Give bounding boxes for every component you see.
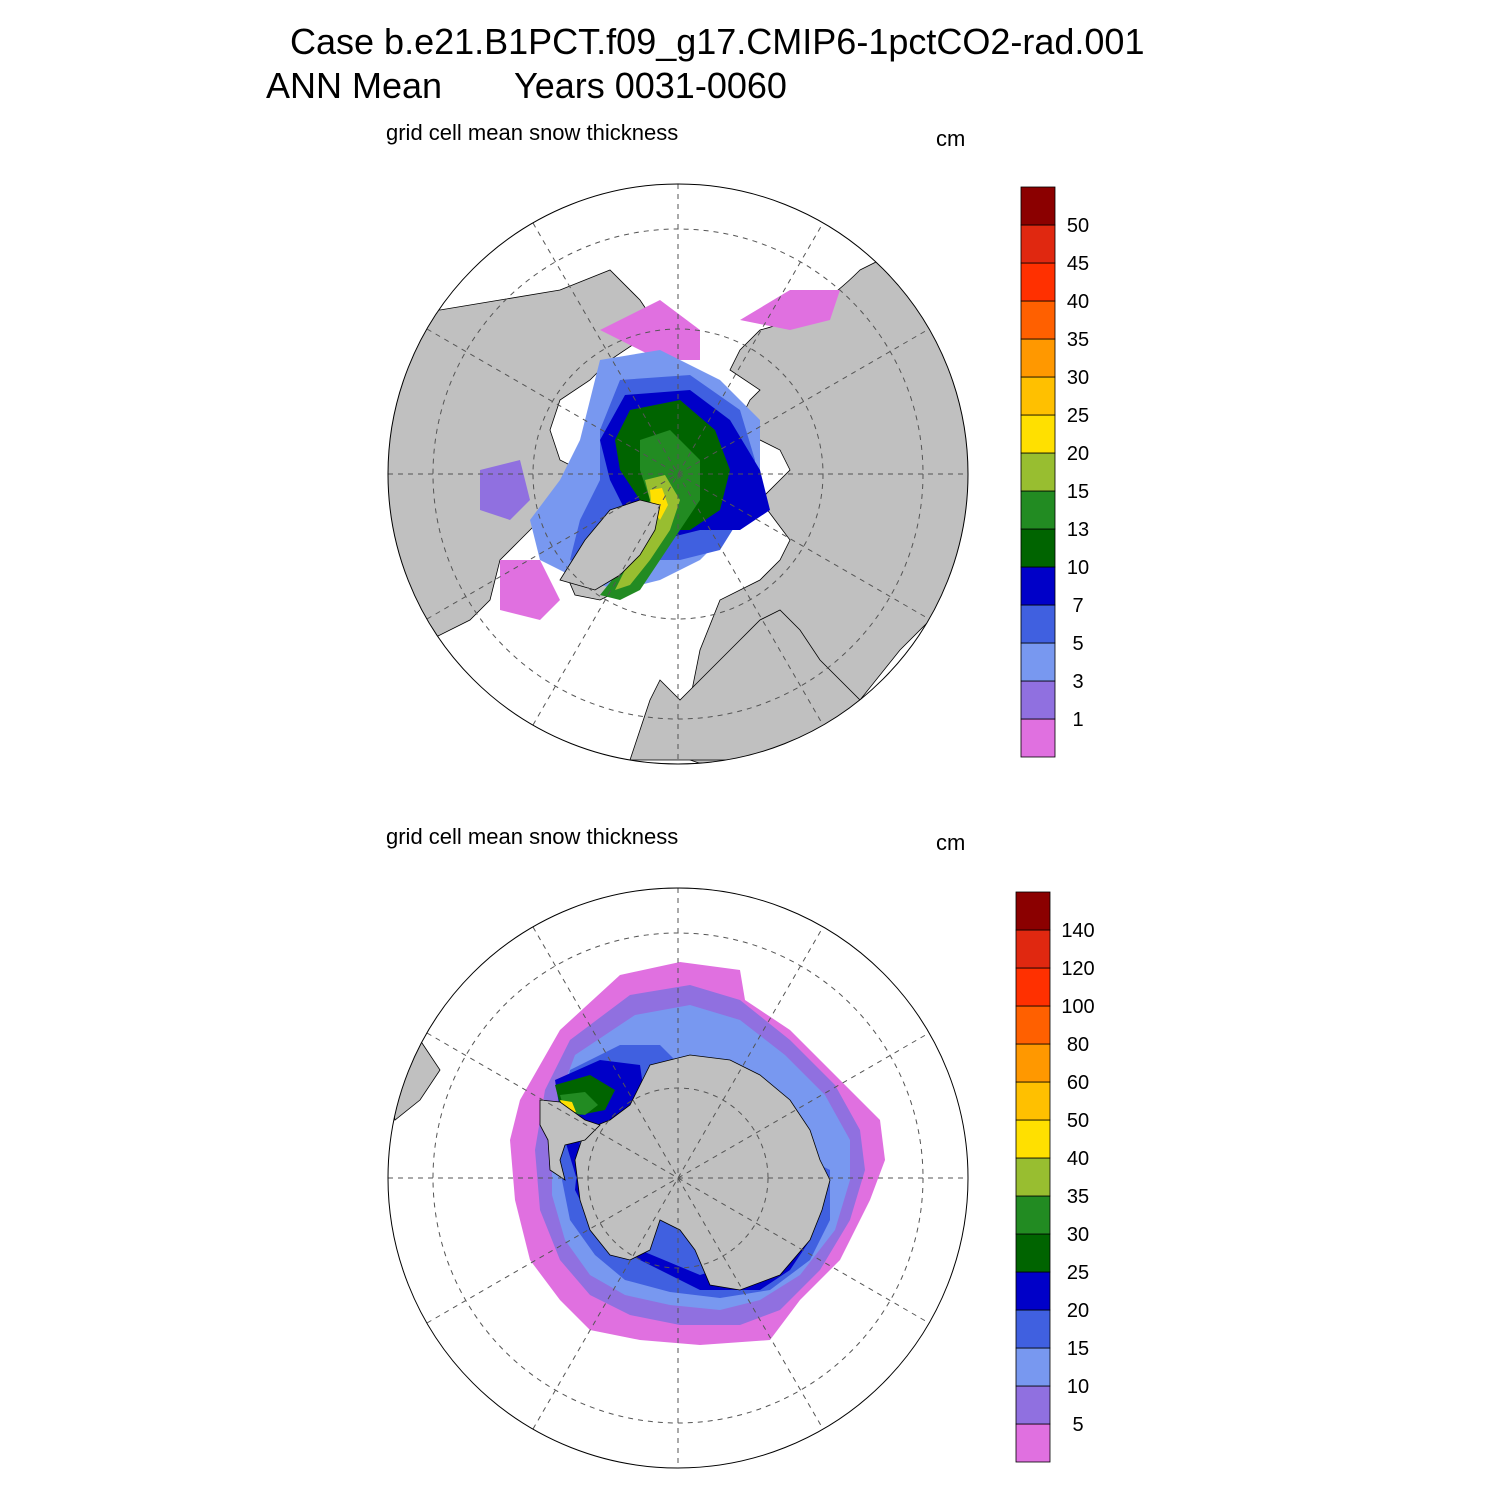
north-contour-1c	[500, 560, 560, 620]
colorbar-swatch	[1020, 414, 1056, 454]
colorbar-swatch	[1015, 1385, 1051, 1425]
main-title: Case b.e21.B1PCT.f09_g17.CMIP6-1pctCO2-r…	[290, 21, 1145, 62]
colorbar-tick-label: 25	[1067, 405, 1089, 427]
south-polar-map: 5 10 15 20 25 30 35 40 50 60 80 100 120 140	[387, 887, 1095, 1469]
colorbar-tick-label: 3	[1072, 671, 1083, 693]
colorbar-swatch	[1020, 642, 1056, 682]
colorbar-swatch	[1020, 604, 1056, 644]
north-contour-1	[600, 300, 700, 360]
colorbar-swatch	[1015, 1347, 1051, 1387]
colorbar-tick-label: 80	[1067, 1034, 1089, 1056]
colorbar-tick-label: 60	[1067, 1072, 1089, 1094]
colorbar-swatch	[1015, 1005, 1051, 1045]
colorbar-tick-label: 5	[1072, 1414, 1083, 1436]
colorbar-tick-label: 140	[1061, 920, 1094, 942]
colorbar-swatch	[1020, 300, 1056, 340]
colorbar-swatch	[1020, 224, 1056, 264]
colorbar-swatch	[1020, 680, 1056, 720]
colorbar-tick-label: 10	[1067, 557, 1089, 579]
north-subtitle: grid cell mean snow thickness	[386, 120, 679, 145]
colorbar-swatch	[1015, 1233, 1051, 1273]
south-land-peninsula	[539, 1099, 601, 1181]
north-unit: cm	[936, 126, 966, 151]
colorbar-tick-label: 120	[1061, 958, 1094, 980]
colorbar-swatch	[1015, 929, 1051, 969]
colorbar-swatch	[1020, 262, 1056, 302]
colorbar-swatch	[1015, 1043, 1051, 1083]
colorbar-swatch	[1015, 1309, 1051, 1349]
colorbar-tick-label: 1	[1072, 709, 1083, 731]
south-map-border	[387, 887, 969, 1469]
colorbar-tick-label: 5	[1072, 633, 1083, 655]
colorbar-tick-label: 100	[1061, 996, 1094, 1018]
colorbar-swatch	[1015, 1157, 1051, 1197]
colorbar-swatch	[1020, 718, 1056, 758]
colorbar-tick-label: 20	[1067, 443, 1089, 465]
colorbar-tick-label: 10	[1067, 1376, 1089, 1398]
colorbar-tick-label: 15	[1067, 1338, 1089, 1360]
colorbar-tick-label: 50	[1067, 215, 1089, 237]
south-graticule	[388, 888, 968, 1468]
north-land-greenland-top	[559, 499, 661, 591]
colorbar-tick-label: 20	[1067, 1300, 1089, 1322]
colorbar-tick-label: 15	[1067, 481, 1089, 503]
colorbar-swatch	[1020, 528, 1056, 568]
colorbar-swatch	[1015, 1119, 1051, 1159]
colorbar-tick-label: 25	[1067, 1262, 1089, 1284]
colorbar-swatch	[1020, 566, 1056, 606]
colorbar-swatch	[1020, 186, 1056, 226]
south-colorbar: 5 10 15 20 25 30 35 40 50 60 80 100 120 140	[1015, 891, 1095, 1463]
north-map-border	[387, 183, 969, 765]
colorbar-tick-label: 7	[1072, 595, 1083, 617]
colorbar-tick-label: 35	[1067, 329, 1089, 351]
north-land-america	[388, 269, 661, 641]
colorbar-swatch	[1015, 967, 1051, 1007]
colorbar-swatch	[1015, 1423, 1051, 1463]
colorbar-tick-label: 30	[1067, 367, 1089, 389]
colorbar-swatch	[1015, 891, 1051, 931]
colorbar-swatch	[1020, 338, 1056, 378]
colorbar-tick-label: 40	[1067, 1148, 1089, 1170]
south-subtitle: grid cell mean snow thickness	[386, 824, 679, 849]
colorbar-swatch	[1015, 1195, 1051, 1235]
north-contour-1b	[740, 290, 840, 330]
colorbar-swatch	[1015, 1081, 1051, 1121]
colorbar-swatch	[1020, 452, 1056, 492]
north-graticule	[388, 184, 968, 764]
colorbar-tick-label: 45	[1067, 253, 1089, 275]
period-label: ANN Mean	[266, 65, 443, 106]
colorbar-tick-label: 50	[1067, 1110, 1089, 1132]
years-label: Years 0031-0060	[514, 65, 787, 106]
colorbar-swatch	[1015, 1271, 1051, 1311]
colorbar-tick-label: 30	[1067, 1224, 1089, 1246]
south-unit: cm	[936, 830, 966, 855]
north-contour-2	[480, 460, 530, 520]
colorbar-swatch	[1020, 490, 1056, 530]
colorbar-tick-label: 13	[1067, 519, 1089, 541]
colorbar-swatch	[1020, 376, 1056, 416]
colorbar-tick-label: 35	[1067, 1186, 1089, 1208]
colorbar-tick-label: 40	[1067, 291, 1089, 313]
